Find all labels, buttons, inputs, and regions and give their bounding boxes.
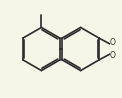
Text: O: O (110, 51, 115, 60)
Text: O: O (110, 38, 115, 47)
